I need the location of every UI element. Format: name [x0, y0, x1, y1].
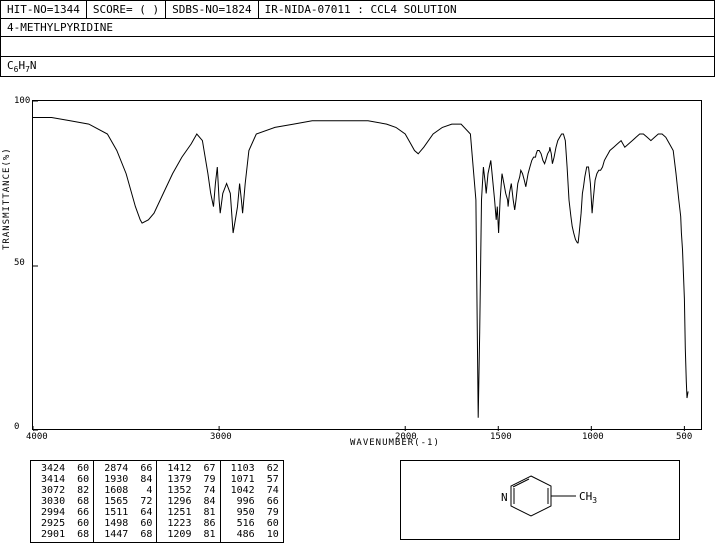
peak-row: 3072 82 — [35, 485, 89, 496]
peak-row: 2925 60 — [35, 518, 89, 529]
peak-row: 1608 4 — [98, 485, 152, 496]
peak-row: 1296 84 — [161, 496, 215, 507]
peak-row: 516 60 — [225, 518, 279, 529]
peak-row: 1071 57 — [225, 474, 279, 485]
peak-row: 1379 79 — [161, 474, 215, 485]
peak-row: 1565 72 — [98, 496, 152, 507]
peak-row: 1209 81 — [161, 529, 215, 540]
peak-row: 1511 64 — [98, 507, 152, 518]
molecule-svg: N CH3 — [401, 461, 681, 541]
spectrum-svg — [33, 101, 703, 431]
formula: C6H7N — [0, 57, 715, 77]
peak-row: 2874 66 — [98, 463, 152, 474]
ytick-0: 0 — [14, 422, 19, 432]
peak-row: 3424 60 — [35, 463, 89, 474]
header-row: HIT-NO=1344 SCORE= ( ) SDBS-NO=1824 IR-N… — [0, 0, 715, 19]
xtick-1000: 1000 — [582, 432, 604, 442]
peak-row: 486 10 — [225, 529, 279, 540]
y-axis-label: TRANSMITTANCE(%) — [2, 147, 12, 250]
spacer-row — [0, 37, 715, 57]
peak-row: 3414 60 — [35, 474, 89, 485]
peak-row: 1042 74 — [225, 485, 279, 496]
peak-row: 1498 60 — [98, 518, 152, 529]
peak-row: 1447 68 — [98, 529, 152, 540]
peak-row: 2901 68 — [35, 529, 89, 540]
xtick-3000: 3000 — [210, 432, 232, 442]
compound-name: 4-METHYLPYRIDINE — [0, 19, 715, 37]
peak-row: 950 79 — [225, 507, 279, 518]
ir-nida: IR-NIDA-07011 : CCL4 SOLUTION — [259, 1, 714, 18]
score: SCORE= ( ) — [87, 1, 166, 18]
xtick-500: 500 — [676, 432, 692, 442]
peak-row: 1103 62 — [225, 463, 279, 474]
peak-table: 3424 60 3414 60 3072 82 3030 68 2994 66 … — [30, 460, 284, 543]
xtick-1500: 1500 — [490, 432, 512, 442]
molecule-structure: N CH3 — [400, 460, 680, 540]
peak-row: 1352 74 — [161, 485, 215, 496]
peak-row: 1412 67 — [161, 463, 215, 474]
ch3-label: CH3 — [579, 490, 597, 505]
peak-row: 1930 84 — [98, 474, 152, 485]
ytick-50: 50 — [14, 258, 25, 268]
peak-row: 3030 68 — [35, 496, 89, 507]
peak-row: 2994 66 — [35, 507, 89, 518]
xtick-4000: 4000 — [26, 432, 48, 442]
n-atom-label: N — [501, 491, 508, 504]
peak-row: 996 66 — [225, 496, 279, 507]
spectrum-chart — [32, 100, 702, 430]
peak-row: 1223 86 — [161, 518, 215, 529]
xtick-2000: 2000 — [395, 432, 417, 442]
hit-no: HIT-NO=1344 — [1, 1, 87, 18]
sdbs-no: SDBS-NO=1824 — [166, 1, 258, 18]
ytick-100: 100 — [14, 96, 30, 106]
peak-row: 1251 81 — [161, 507, 215, 518]
